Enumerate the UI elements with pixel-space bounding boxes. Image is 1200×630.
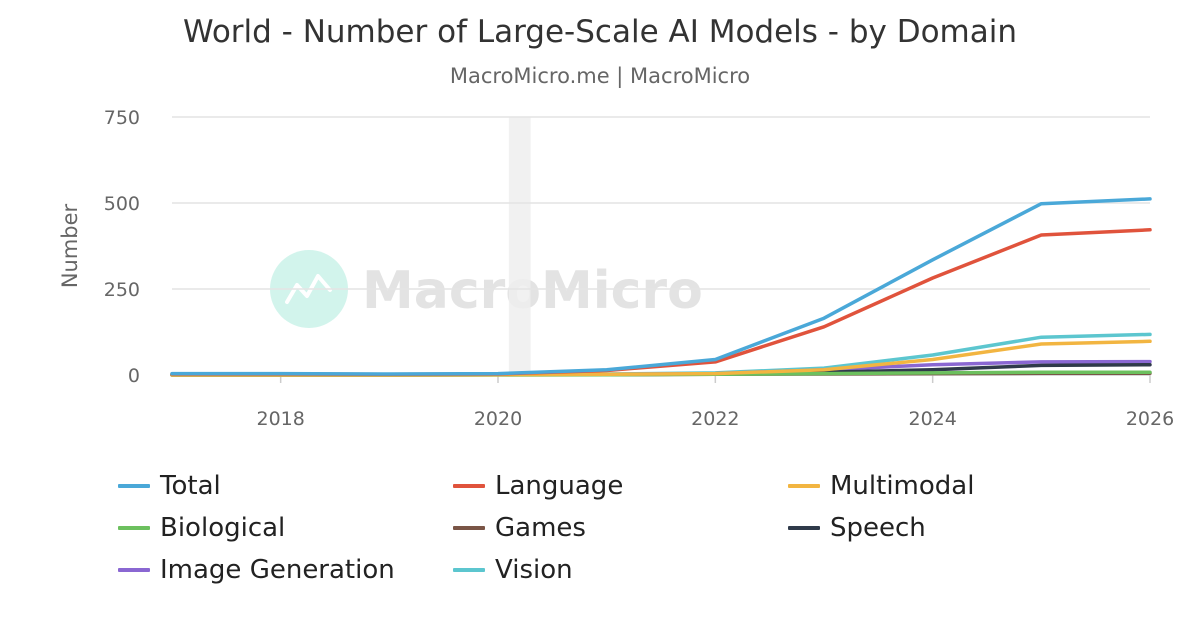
watermark-logo-line bbox=[285, 274, 332, 304]
x-tick-label: 2020 bbox=[474, 408, 522, 430]
legend-item-games[interactable]: Games bbox=[453, 510, 788, 546]
legend-label: Speech bbox=[830, 513, 926, 543]
legend-swatch bbox=[788, 484, 820, 488]
watermark-text: MacroMicro bbox=[362, 261, 703, 321]
x-tick-label: 2024 bbox=[908, 408, 956, 430]
legend-label: Biological bbox=[160, 513, 286, 543]
highlight-band bbox=[508, 117, 531, 375]
y-tick-label: 750 bbox=[104, 107, 140, 129]
series-line-total bbox=[170, 197, 1152, 376]
legend-item-total[interactable]: Total bbox=[118, 468, 453, 504]
legend-swatch bbox=[453, 568, 485, 572]
legend-item-multimodal[interactable]: Multimodal bbox=[788, 468, 1123, 504]
legend-item-image-generation[interactable]: Image Generation bbox=[118, 552, 453, 588]
x-tick-label: 2022 bbox=[691, 408, 739, 430]
x-tick-label: 2018 bbox=[256, 408, 304, 430]
legend-label: Vision bbox=[495, 555, 573, 585]
legend-swatch bbox=[118, 568, 150, 572]
y-tick-label: 500 bbox=[104, 193, 140, 215]
y-tick-label: 250 bbox=[104, 279, 140, 301]
legend-label: Multimodal bbox=[830, 471, 975, 501]
legend-swatch bbox=[118, 484, 150, 488]
legend-item-biological[interactable]: Biological bbox=[118, 510, 453, 546]
x-tick-label: 2026 bbox=[1126, 408, 1174, 430]
series-line-multimodal bbox=[170, 339, 1152, 377]
y-axis-label: Number bbox=[58, 203, 82, 288]
legend-swatch bbox=[453, 484, 485, 488]
y-tick-label: 0 bbox=[128, 365, 140, 387]
legend-swatch bbox=[118, 526, 150, 530]
legend-swatch bbox=[453, 526, 485, 530]
chart-legend: Total Language Multimodal Biological Games Sp… bbox=[118, 468, 1123, 588]
line-chart: MacroMicro 0 250 500 750 2018 2020 2022 2024 2026… bbox=[58, 107, 1174, 430]
legend-item-speech[interactable]: Speech bbox=[788, 510, 1123, 546]
legend-label: Total bbox=[160, 471, 221, 501]
legend-item-language[interactable]: Language bbox=[453, 468, 788, 504]
legend-item-vision[interactable]: Vision bbox=[453, 552, 788, 588]
chart-subtitle: MacroMicro.me | MacroMicro bbox=[449, 64, 751, 88]
legend-label: Language bbox=[495, 471, 624, 501]
chart-title: World - Number of Large-Scale AI Models … bbox=[182, 14, 1017, 50]
legend-label: Image Generation bbox=[160, 555, 395, 585]
legend-label: Games bbox=[495, 513, 586, 543]
legend-swatch bbox=[788, 526, 820, 530]
